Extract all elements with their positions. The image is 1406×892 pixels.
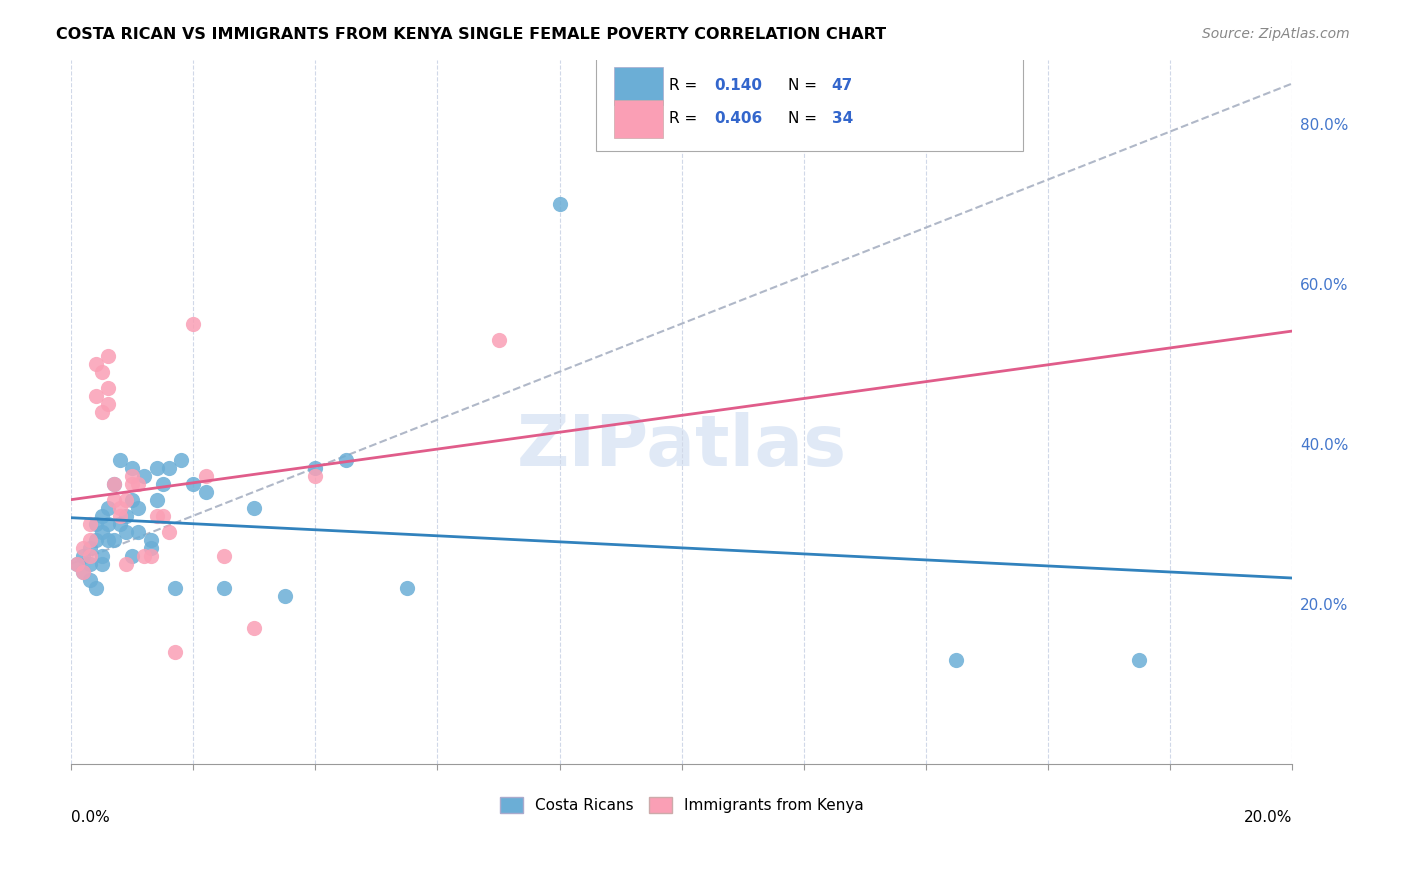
Point [66, 557, 89, 571]
Point [103, 492, 125, 507]
Point [90, 405, 112, 419]
Point [103, 533, 125, 547]
Point [127, 476, 149, 491]
Text: 34: 34 [832, 112, 853, 127]
Point [79, 549, 101, 563]
Text: 0.0%: 0.0% [72, 810, 110, 824]
Point [84, 516, 107, 531]
Point [548, 196, 571, 211]
Point [145, 492, 167, 507]
Point [335, 452, 357, 467]
Point [121, 468, 143, 483]
Point [108, 452, 131, 467]
Text: R =: R = [669, 78, 703, 93]
Point [90, 508, 112, 523]
Point [127, 500, 149, 515]
Point [79, 541, 101, 555]
Text: 47: 47 [832, 78, 853, 93]
Point [139, 533, 162, 547]
Point [121, 492, 143, 507]
Point [90, 365, 112, 379]
Point [90, 524, 112, 539]
Point [97, 381, 120, 395]
Point [72, 565, 94, 579]
Text: 0.140: 0.140 [714, 78, 762, 93]
Point [181, 476, 204, 491]
Point [127, 524, 149, 539]
Point [274, 589, 297, 603]
Point [163, 645, 186, 659]
Point [66, 557, 89, 571]
Text: N =: N = [787, 112, 821, 127]
Point [72, 565, 94, 579]
Text: 20.0%: 20.0% [1244, 810, 1292, 824]
Point [115, 557, 138, 571]
FancyBboxPatch shape [614, 100, 664, 138]
Point [121, 460, 143, 475]
Point [108, 500, 131, 515]
Text: Source: ZipAtlas.com: Source: ZipAtlas.com [1202, 27, 1350, 41]
Point [304, 460, 326, 475]
Point [115, 524, 138, 539]
Point [72, 541, 94, 555]
Point [157, 524, 180, 539]
Point [212, 549, 235, 563]
Point [84, 581, 107, 595]
Point [90, 549, 112, 563]
Text: N =: N = [787, 78, 821, 93]
Legend: Costa Ricans, Immigrants from Kenya: Costa Ricans, Immigrants from Kenya [494, 791, 870, 820]
Point [108, 516, 131, 531]
Point [945, 653, 967, 667]
Point [121, 549, 143, 563]
Point [139, 541, 162, 555]
Point [139, 549, 162, 563]
Text: COSTA RICAN VS IMMIGRANTS FROM KENYA SINGLE FEMALE POVERTY CORRELATION CHART: COSTA RICAN VS IMMIGRANTS FROM KENYA SIN… [56, 27, 886, 42]
Point [170, 452, 193, 467]
FancyBboxPatch shape [596, 56, 1024, 151]
Point [134, 549, 156, 563]
Point [115, 492, 138, 507]
Text: 0.406: 0.406 [714, 112, 763, 127]
Point [121, 476, 143, 491]
Point [145, 508, 167, 523]
Point [97, 349, 120, 363]
Point [79, 557, 101, 571]
Point [395, 581, 418, 595]
Point [97, 533, 120, 547]
Point [194, 484, 217, 499]
Text: ZIPatlas: ZIPatlas [516, 412, 846, 482]
Point [181, 317, 204, 331]
FancyBboxPatch shape [614, 67, 664, 105]
Point [84, 389, 107, 403]
Point [152, 508, 174, 523]
Point [115, 508, 138, 523]
Point [134, 468, 156, 483]
Point [194, 468, 217, 483]
Point [72, 549, 94, 563]
Point [243, 621, 266, 635]
Point [97, 516, 120, 531]
Point [79, 573, 101, 587]
Point [79, 516, 101, 531]
Point [84, 533, 107, 547]
Point [103, 476, 125, 491]
Point [243, 500, 266, 515]
Point [488, 333, 510, 347]
Point [152, 476, 174, 491]
Point [103, 476, 125, 491]
Point [163, 581, 186, 595]
Point [304, 468, 326, 483]
Point [84, 357, 107, 371]
Point [97, 397, 120, 411]
Point [97, 500, 120, 515]
Text: R =: R = [669, 112, 703, 127]
Point [79, 533, 101, 547]
Point [157, 460, 180, 475]
Point [145, 460, 167, 475]
Point [90, 557, 112, 571]
Point [108, 508, 131, 523]
Point [1128, 653, 1150, 667]
Point [212, 581, 235, 595]
